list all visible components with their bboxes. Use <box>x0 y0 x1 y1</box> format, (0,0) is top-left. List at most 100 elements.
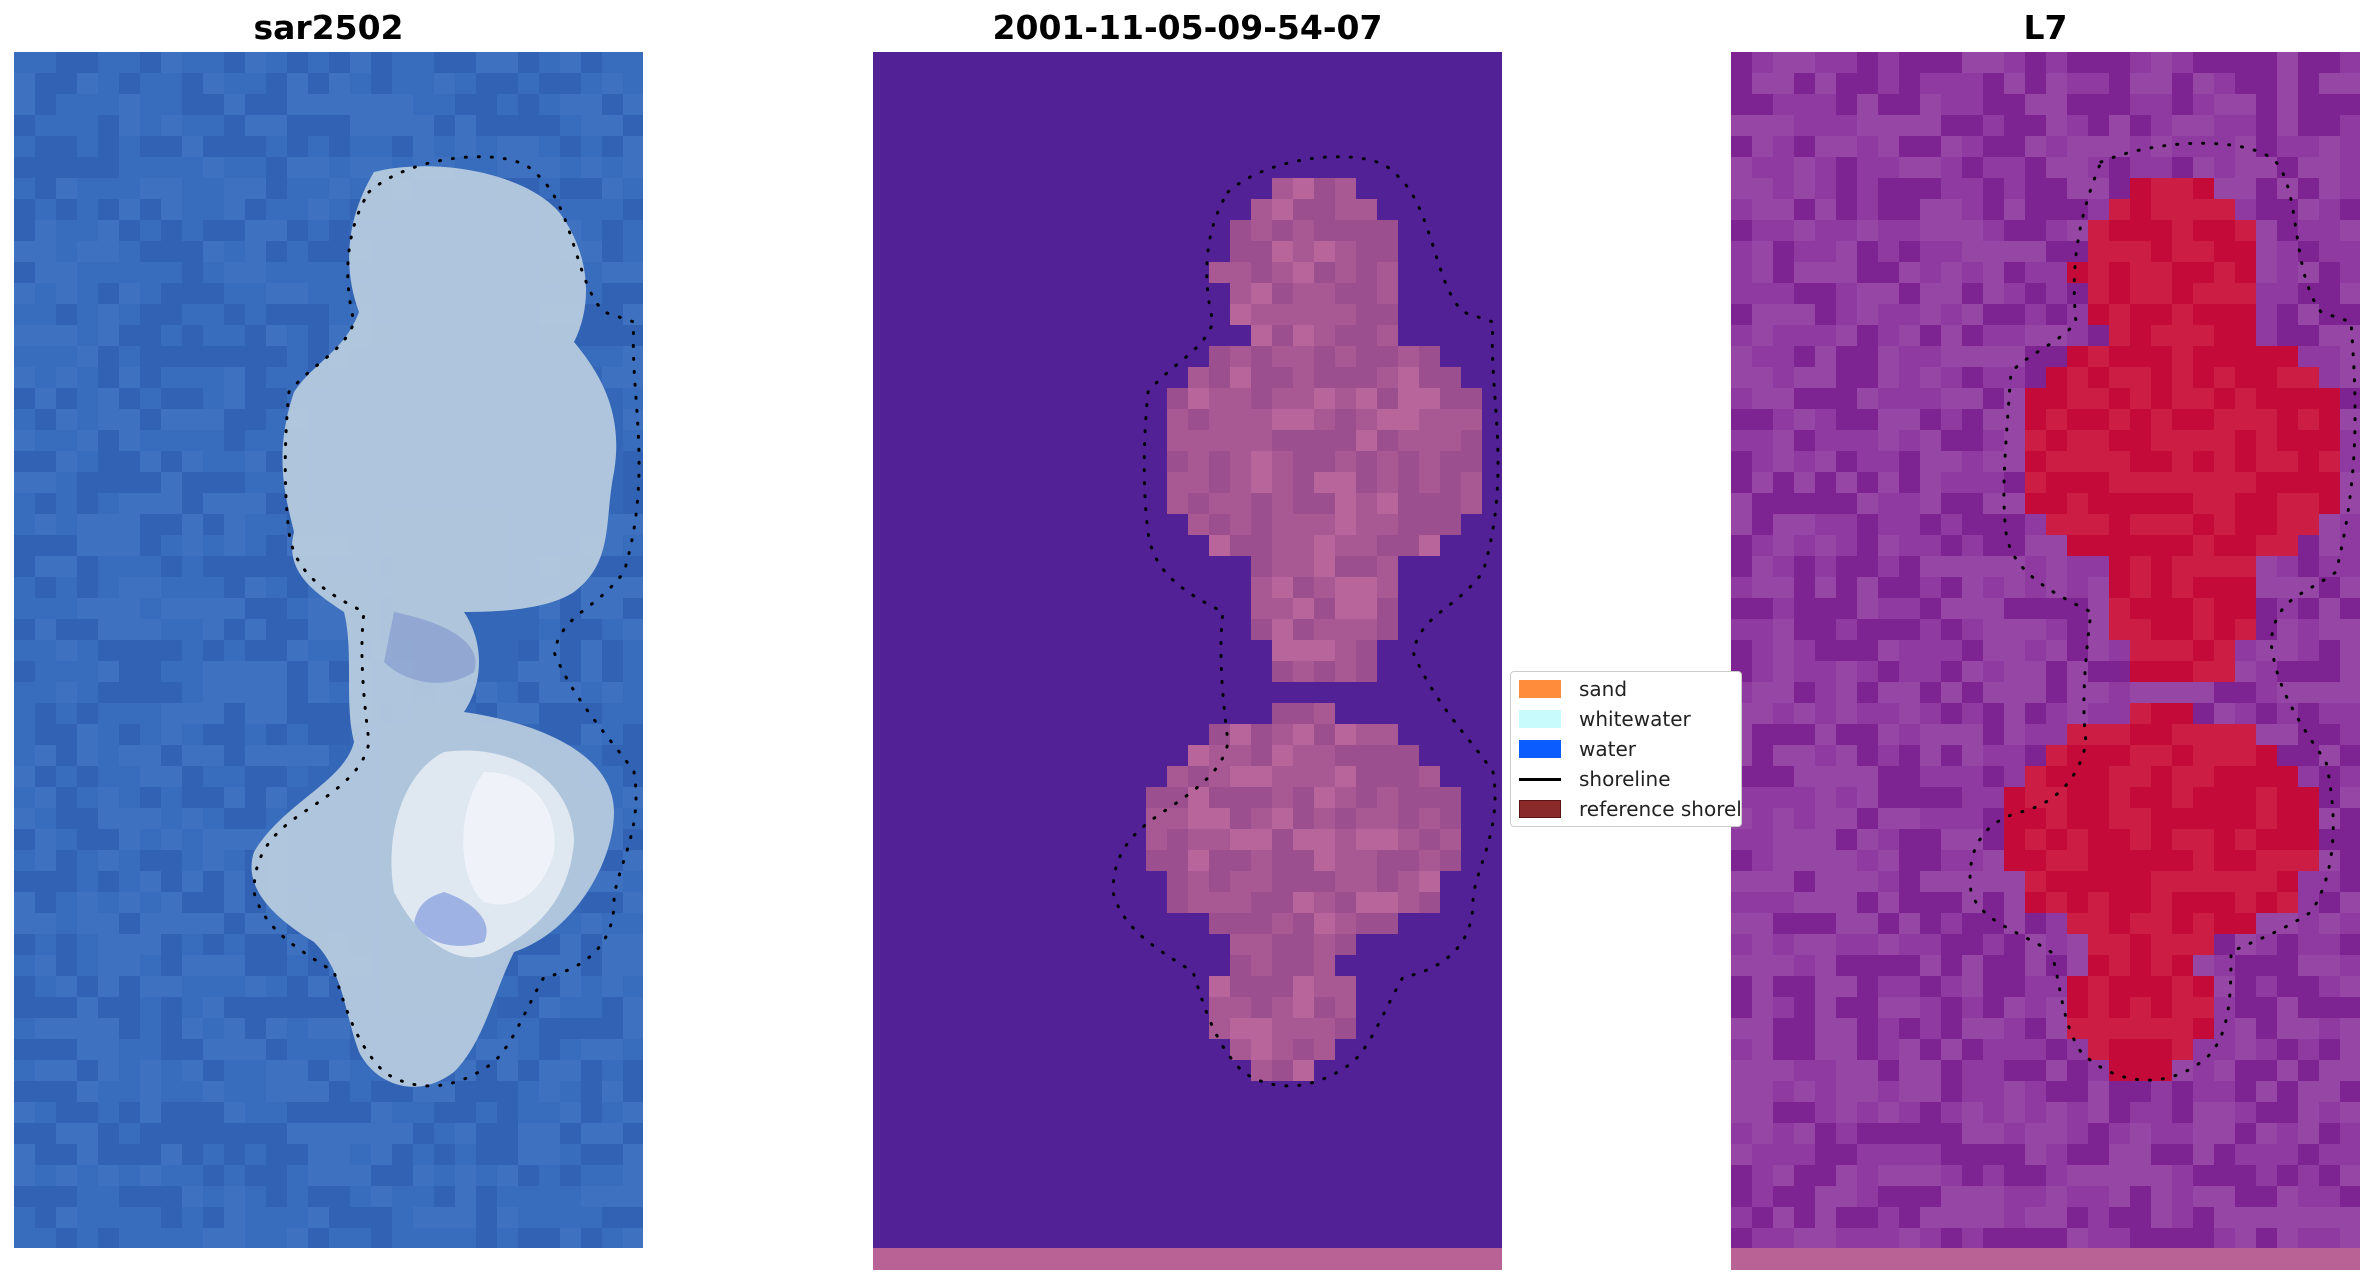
rgb-pixel <box>455 1081 476 1102</box>
index-pixel <box>1815 934 1836 955</box>
rgb-pixel <box>539 703 560 724</box>
index-pixel <box>2235 451 2256 472</box>
index-pixel <box>1920 283 1941 304</box>
rgb-pixel <box>413 1186 434 1207</box>
sand-pixel <box>1314 493 1335 514</box>
rgb-pixel <box>140 1186 161 1207</box>
index-pixel <box>2109 577 2130 598</box>
index-pixel <box>2067 451 2088 472</box>
rgb-pixel <box>602 1123 623 1144</box>
rgb-pixel <box>98 493 119 514</box>
sand-pixel <box>1251 199 1272 220</box>
index-pixel <box>2130 283 2151 304</box>
index-pixel <box>2256 136 2277 157</box>
index-pixel <box>1794 661 1815 682</box>
index-pixel <box>1836 1228 1857 1249</box>
rgb-pixel <box>287 661 308 682</box>
rgb-pixel <box>182 1018 203 1039</box>
rgb-pixel <box>413 1123 434 1144</box>
index-pixel <box>2025 367 2046 388</box>
index-pixel <box>2340 955 2360 976</box>
index-pixel <box>1836 955 1857 976</box>
index-pixel <box>1941 913 1962 934</box>
index-pixel <box>2025 955 2046 976</box>
rgb-pixel <box>245 430 266 451</box>
sand-pixel <box>1251 808 1272 829</box>
index-pixel <box>2298 577 2319 598</box>
rgb-pixel <box>287 262 308 283</box>
index-pixel <box>1794 808 1815 829</box>
index-pixel <box>2151 829 2172 850</box>
index-pixel <box>2235 535 2256 556</box>
index-pixel <box>1983 787 2004 808</box>
index-pixel <box>2067 388 2088 409</box>
rgb-pixel <box>518 1165 539 1186</box>
rgb-pixel <box>203 871 224 892</box>
rgb-pixel <box>539 136 560 157</box>
rgb-pixel <box>56 1207 77 1228</box>
index-pixel <box>2235 598 2256 619</box>
index-pixel <box>2235 199 2256 220</box>
index-pixel <box>2151 241 2172 262</box>
sand-pixel <box>1398 346 1419 367</box>
index-pixel <box>2151 766 2172 787</box>
rgb-pixel <box>182 913 203 934</box>
rgb-pixel <box>56 808 77 829</box>
rgb-pixel <box>56 430 77 451</box>
index-pixel <box>1794 850 1815 871</box>
rgb-pixel <box>287 199 308 220</box>
index-pixel <box>2340 1165 2360 1186</box>
rgb-pixel <box>560 640 581 661</box>
rgb-pixel <box>119 1186 140 1207</box>
rgb-pixel <box>581 52 602 73</box>
index-pixel <box>2235 367 2256 388</box>
index-pixel <box>2151 556 2172 577</box>
rgb-pixel <box>602 871 623 892</box>
index-pixel <box>1962 325 1983 346</box>
rgb-pixel <box>497 1207 518 1228</box>
index-pixel <box>1857 1102 1878 1123</box>
rgb-pixel <box>35 682 56 703</box>
rgb-pixel <box>350 1102 371 1123</box>
rgb-pixel <box>77 955 98 976</box>
index-pixel <box>2193 1102 2214 1123</box>
sand-pixel <box>1314 451 1335 472</box>
rgb-pixel <box>245 1060 266 1081</box>
sand-pixel <box>1314 934 1335 955</box>
rgb-pixel <box>56 136 77 157</box>
index-pixel <box>1857 892 1878 913</box>
rgb-pixel <box>392 115 413 136</box>
index-pixel <box>1878 199 1899 220</box>
index-pixel <box>1899 1144 1920 1165</box>
index-pixel <box>2319 283 2340 304</box>
index-pixel <box>2151 451 2172 472</box>
index-pixel <box>1920 577 1941 598</box>
index-pixel <box>1857 283 1878 304</box>
index-pixel <box>2046 850 2067 871</box>
rgb-pixel <box>56 598 77 619</box>
index-pixel <box>1773 640 1794 661</box>
rgb-pixel <box>182 1081 203 1102</box>
index-pixel <box>2151 1186 2172 1207</box>
rgb-pixel <box>623 913 643 934</box>
sand-pixel <box>1251 766 1272 787</box>
rgb-pixel <box>224 556 245 577</box>
index-pixel <box>1794 955 1815 976</box>
index-pixel <box>1836 451 1857 472</box>
rgb-pixel <box>140 73 161 94</box>
index-pixel <box>1983 73 2004 94</box>
index-pixel <box>1920 220 1941 241</box>
index-pixel <box>2130 1060 2151 1081</box>
rgb-pixel <box>14 997 35 1018</box>
index-pixel <box>2298 745 2319 766</box>
sand-pixel <box>1209 493 1230 514</box>
rgb-pixel <box>623 220 643 241</box>
rgb-pixel <box>413 94 434 115</box>
sand-pixel <box>1440 388 1461 409</box>
rgb-pixel <box>476 136 497 157</box>
rgb-pixel <box>308 1186 329 1207</box>
index-pixel <box>1878 535 1899 556</box>
rgb-pixel <box>98 178 119 199</box>
index-pixel <box>2004 241 2025 262</box>
rgb-pixel <box>35 52 56 73</box>
